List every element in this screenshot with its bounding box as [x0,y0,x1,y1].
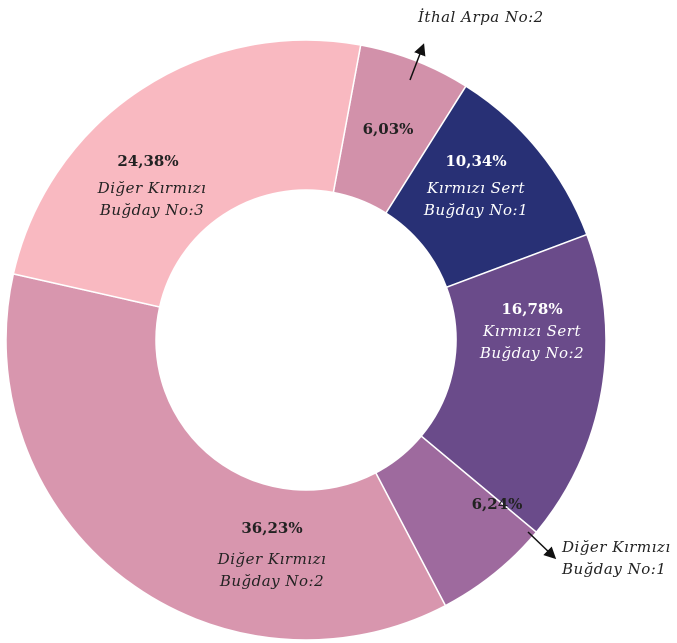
value-label: 36,23% [241,519,303,537]
value-label: 16,78% [501,300,563,318]
wedges [5,39,607,641]
wedge [5,272,447,641]
wedge [420,233,607,534]
value-label: 6,24% [471,495,523,513]
category-label: Diğer Kırmızı Buğday No:3 [97,179,207,219]
category-label: Kırmızı Sert Buğday No:2 [479,322,585,362]
leader-line [527,531,557,560]
value-label: 24,38% [117,152,179,170]
category-label: Kırmızı Sert Buğday No:1 [423,179,529,219]
leader-line [409,43,426,81]
category-label: İthal Arpa No:2 [418,8,544,26]
value-label: 6,03% [362,120,414,138]
wedge [12,39,362,308]
category-label: Diğer Kırmızı Buğday No:1 [562,538,671,578]
value-label: 10,34% [445,152,507,170]
category-label: Diğer Kırmızı Buğday No:2 [217,550,327,590]
